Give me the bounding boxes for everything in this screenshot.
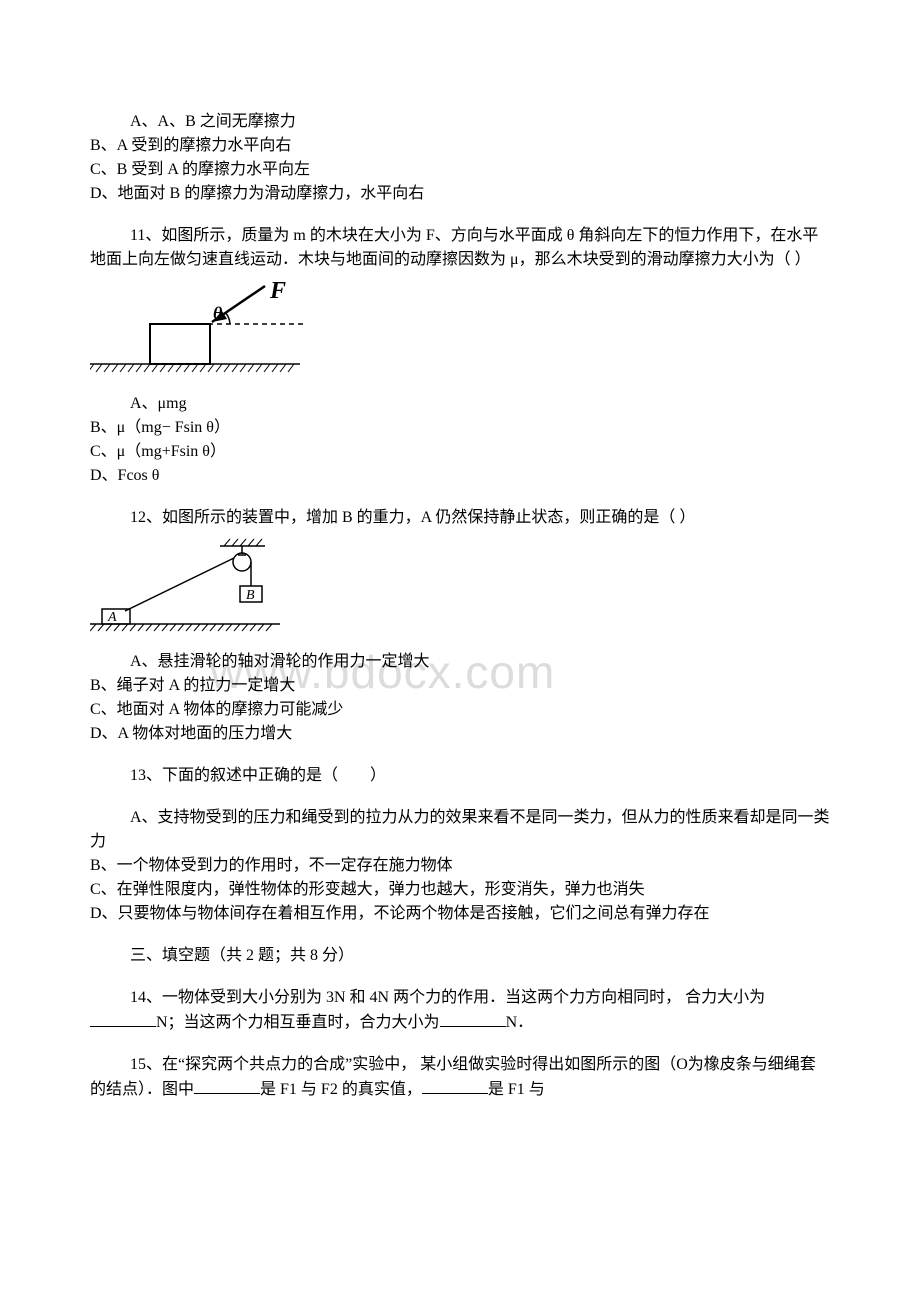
q15: 15、在“探究两个共点力的合成”实验中， 某小组做实验时得出如图所示的图（O为橡… xyxy=(90,1053,830,1102)
q12-ground xyxy=(90,624,280,631)
q12-figure: B A xyxy=(90,536,830,644)
q13-optB: B、一个物体受到力的作用时，不一定存在施力物体 xyxy=(90,854,830,878)
q10-options: A、A、B 之间无摩擦力 B、A 受到的摩擦力水平向右 C、B 受到 A 的摩擦… xyxy=(90,110,830,206)
q11-options: A、μmg B、μ（mg− Fsin θ） C、μ（mg+Fsin θ） D、F… xyxy=(90,392,830,488)
q14: 14、一物体受到大小分别为 3N 和 4N 两个力的作用．当这两个力方向相同时，… xyxy=(90,986,830,1035)
q11-ground xyxy=(90,364,300,372)
q13-optC: C、在弹性限度内，弹性物体的形变越大，弹力也越大，形变消失，弹力也消失 xyxy=(90,878,830,902)
q11-optB: B、μ（mg− Fsin θ） xyxy=(90,416,830,440)
q10-optC: C、B 受到 A 的摩擦力水平向左 xyxy=(90,158,830,182)
q11-block xyxy=(150,324,210,364)
q12-rope xyxy=(125,558,251,611)
q15-blank2[interactable] xyxy=(422,1077,488,1094)
q12-ceiling xyxy=(220,539,265,546)
q13-stem: 13、下面的叙述中正确的是（ ） xyxy=(90,764,830,788)
q11-optC: C、μ（mg+Fsin θ） xyxy=(90,440,830,464)
q11-F-label: F xyxy=(269,278,286,304)
q12-optA: A、悬挂滑轮的轴对滑轮的作用力一定增大 xyxy=(90,650,830,674)
q12-options: A、悬挂滑轮的轴对滑轮的作用力一定增大 B、绳子对 A 的拉力一定增大 C、地面… xyxy=(90,650,830,746)
q12-A-label: A xyxy=(107,610,117,625)
q12-B-label: B xyxy=(246,588,255,603)
q12-optD: D、A 物体对地面的压力增大 xyxy=(90,722,830,746)
q15-blank1[interactable] xyxy=(194,1077,260,1094)
q15-mid1: 是 F1 与 F2 的真实值， xyxy=(260,1081,422,1098)
q13-options: A、支持物受到的压力和绳受到的拉力从力的效果来看不是同一类力，但从力的性质来看却… xyxy=(90,806,830,926)
q14-part1: 14、一物体受到大小分别为 3N 和 4N 两个力的作用．当这两个力方向相同时，… xyxy=(130,989,765,1006)
q12-optB: B、绳子对 A 的拉力一定增大 xyxy=(90,674,830,698)
q14-unit2: N． xyxy=(506,1014,534,1031)
q11-figure: θ F xyxy=(90,278,830,386)
q11-stem: 11、如图所示，质量为 m 的木块在大小为 F、方向与水平面成 θ 角斜向左下的… xyxy=(90,224,830,272)
q11-optA: A、μmg xyxy=(90,392,830,416)
q14-blank1[interactable] xyxy=(90,1010,156,1027)
q11-theta-label: θ xyxy=(213,303,223,323)
q11-optD: D、Fcos θ xyxy=(90,464,830,488)
section3-title: 三、填空题（共 2 题；共 8 分） xyxy=(90,944,830,968)
q15-mid2: 是 F1 与 xyxy=(488,1081,545,1098)
q12-stem: 12、如图所示的装置中，增加 B 的重力，A 仍然保持静止状态，则正确的是（ ） xyxy=(90,506,830,530)
q14-blank2[interactable] xyxy=(440,1010,506,1027)
q13-optA: A、支持物受到的压力和绳受到的拉力从力的效果来看不是同一类力，但从力的性质来看却… xyxy=(90,806,830,854)
q13-optD: D、只要物体与物体间存在着相互作用，不论两个物体是否接触，它们之间总有弹力存在 xyxy=(90,902,830,926)
q12-pulley xyxy=(233,546,251,571)
q14-unit1: N；当这两个力相互垂直时，合力大小为 xyxy=(156,1014,440,1031)
q12-optC: C、地面对 A 物体的摩擦力可能减少 xyxy=(90,698,830,722)
q10-optB: B、A 受到的摩擦力水平向右 xyxy=(90,134,830,158)
q10-optD: D、地面对 B 的摩擦力为滑动摩擦力，水平向右 xyxy=(90,182,830,206)
q10-optA: A、A、B 之间无摩擦力 xyxy=(90,110,830,134)
